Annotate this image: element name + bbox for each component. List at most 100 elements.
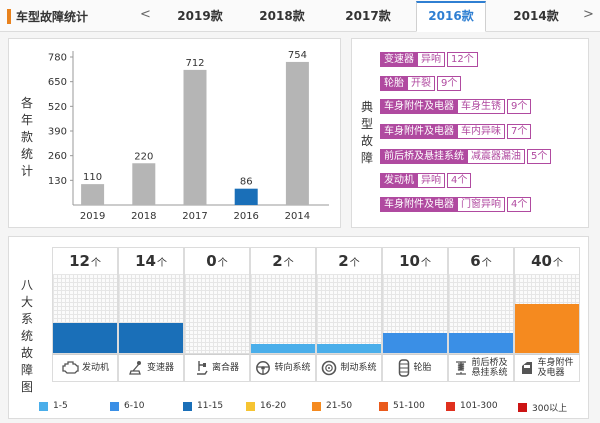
legend-label: 1-5 — [53, 401, 68, 411]
system-bar-area — [52, 274, 118, 354]
system-count: 12个 — [52, 247, 118, 275]
system-bar-area — [514, 274, 580, 354]
system-bar-area — [316, 274, 382, 354]
side-label-char: 系 — [20, 312, 33, 326]
header-bar: 车型故障统计 < 2019款 2018款 2017款 2016款 2014款 > — [0, 0, 600, 32]
legend-label: 101-300 — [460, 401, 498, 411]
x-tick-label: 2017 — [182, 211, 207, 222]
fault-type: 减震器漏油 — [468, 149, 525, 164]
bar-value-label: 754 — [288, 50, 307, 61]
legend-item: 6-10 — [110, 401, 144, 411]
fault-tag[interactable]: 轮胎 开裂 9个 — [380, 76, 462, 91]
fault-part: 车身附件及电器 — [380, 197, 458, 212]
system-footer: 制动系统 — [316, 354, 382, 382]
bar-2014 — [285, 61, 309, 205]
title-accent-bar — [7, 9, 11, 24]
fault-tag[interactable]: 前后桥及悬挂系统 减震器漏油 5个 — [380, 149, 552, 164]
fault-tag[interactable]: 车身附件及电器 门窗异响 4个 — [380, 197, 532, 212]
fault-count: 9个 — [507, 99, 532, 114]
yearly-side-label: 各 年 款 统 计 — [20, 95, 34, 180]
legend-swatch — [312, 401, 321, 411]
car-door-icon — [522, 362, 533, 374]
y-tick-label: 520 — [48, 102, 67, 113]
legend-label: 21-50 — [326, 401, 353, 411]
system-count: 40个 — [514, 247, 580, 275]
fault-type: 异响 — [418, 173, 445, 188]
typical-faults-panel: 典 型 故 障 变速器 异响 12个 轮胎 开裂 9个 车身附件及电器 车身生锈… — [351, 38, 589, 228]
legend-swatch — [379, 401, 388, 411]
fault-type: 门窗异响 — [458, 197, 505, 212]
y-tick-label: 130 — [48, 176, 67, 187]
side-label-char: 计 — [20, 164, 33, 178]
system-bar-fill — [383, 333, 447, 353]
system-label: 转向系统 — [274, 363, 311, 373]
system-label: 前后桥及 悬挂系统 — [471, 358, 508, 378]
bar-2016 — [234, 188, 258, 205]
y-tick-label: 780 — [48, 53, 67, 64]
system-footer: 前后桥及 悬挂系统 — [448, 354, 514, 382]
side-label-char: 故 — [20, 346, 33, 360]
system-bar-fill — [53, 322, 117, 353]
suspension-icon — [456, 361, 467, 375]
system-label: 车身附件 及电器 — [537, 358, 574, 378]
system-footer: 变速器 — [118, 354, 184, 382]
system-label: 轮胎 — [413, 363, 432, 373]
next-arrow-button[interactable]: > — [583, 7, 594, 22]
brake-disc-icon — [322, 360, 337, 376]
gear-shift-icon — [129, 361, 141, 375]
side-label-char: 障 — [20, 363, 33, 377]
system-count: 6个 — [448, 247, 514, 275]
system-label: 发动机 — [81, 363, 109, 373]
bar-value-label: 110 — [83, 172, 102, 183]
fault-part: 轮胎 — [380, 76, 408, 91]
system-bar-area — [250, 274, 316, 354]
engine-icon — [62, 361, 79, 374]
bar-2017 — [183, 69, 207, 206]
bar-value-label: 220 — [134, 151, 153, 162]
side-label-char: 八 — [20, 278, 33, 292]
system-bar-area — [184, 274, 250, 354]
yearly-bar-chart: 130 260 390 520 650 780 110 2019 220 2018 712 2017 8… — [48, 50, 329, 222]
bar-2019 — [81, 184, 105, 205]
legend-label: 6-10 — [124, 401, 145, 411]
legend-swatch — [246, 401, 255, 411]
tab-2017[interactable]: 2017款 — [345, 9, 391, 23]
legend-swatch — [39, 401, 48, 411]
fault-type: 开裂 — [408, 76, 435, 91]
faults-side-label: 典 型 故 障 — [360, 99, 374, 167]
system-bar-fill — [119, 322, 183, 353]
y-tick-label: 390 — [48, 127, 67, 138]
fault-count: 4个 — [447, 173, 472, 188]
x-tick-label: 2019 — [80, 211, 105, 222]
eight-systems-panel: 八 大 系 统 故 障 图 12个 发动机 14个 变速器 0个 — [8, 236, 589, 419]
fault-tag[interactable]: 车身附件及电器 车身生锈 9个 — [380, 99, 532, 114]
tab-2014[interactable]: 2014款 — [513, 9, 559, 23]
steering-wheel-icon — [256, 361, 271, 375]
legend-item: 300以上 — [518, 401, 567, 414]
tab-2018[interactable]: 2018款 — [259, 9, 305, 23]
fault-tag[interactable]: 发动机 异响 4个 — [380, 173, 472, 188]
system-count: 2个 — [316, 247, 382, 275]
fault-count: 4个 — [507, 197, 532, 212]
legend-label: 300以上 — [532, 404, 568, 414]
side-label-char: 故 — [360, 134, 373, 148]
side-label-char: 障 — [360, 151, 373, 165]
yearly-stats-panel: 各 年 款 统 计 130 260 390 520 650 780 110 2019 220 20… — [8, 38, 341, 228]
tab-2016[interactable]: 2016款 — [416, 1, 486, 32]
side-label-char: 统 — [20, 329, 33, 343]
system-bar-fill — [317, 343, 381, 353]
system-footer: 车身附件 及电器 — [514, 354, 580, 382]
system-bar-area — [382, 274, 448, 354]
system-count: 10个 — [382, 247, 448, 275]
prev-arrow-button[interactable]: < — [140, 7, 151, 22]
tab-2019[interactable]: 2019款 — [177, 9, 223, 23]
fault-part: 发动机 — [380, 173, 418, 188]
fault-tag[interactable]: 车身附件及电器 车内异味 7个 — [380, 124, 532, 139]
x-tick-label: 2016 — [233, 211, 258, 222]
side-label-char: 各 — [20, 96, 33, 110]
system-count: 14个 — [118, 247, 184, 275]
tire-icon — [399, 359, 410, 377]
system-count: 2个 — [250, 247, 316, 275]
system-label: 制动系统 — [340, 363, 377, 373]
fault-tag[interactable]: 变速器 异响 12个 — [380, 52, 478, 67]
